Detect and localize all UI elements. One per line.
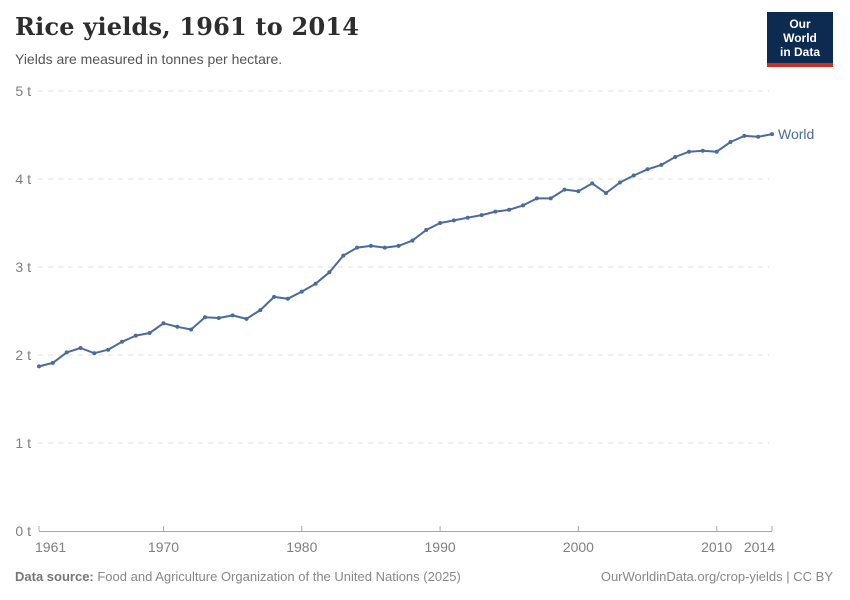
data-point (507, 207, 512, 212)
data-point (120, 339, 124, 344)
data-point (175, 324, 180, 329)
data-point (78, 346, 83, 350)
data-point (465, 215, 470, 220)
data-point (770, 132, 774, 137)
data-point (728, 140, 733, 144)
data-point (700, 148, 705, 153)
owid-logo-line2: in Data (779, 45, 820, 59)
data-point (410, 238, 415, 243)
owid-logo-line1: Our World (783, 17, 817, 45)
data-point (438, 221, 443, 225)
data-point (673, 155, 678, 159)
data-point (631, 173, 636, 178)
data-point (64, 350, 69, 355)
data-point (244, 316, 249, 321)
data-source-line: Data source: Food and Agriculture Organi… (15, 569, 461, 584)
data-point (37, 364, 41, 369)
owid-logo[interactable]: Our World in Data (767, 12, 833, 67)
data-point (272, 294, 277, 299)
y-axis-tick-label: 2 t (15, 347, 31, 363)
data-point (714, 149, 719, 154)
data-point (687, 149, 691, 154)
credit-link[interactable]: OurWorldinData.org/crop-yields | CC BY (600, 569, 833, 584)
data-point (396, 243, 401, 248)
data-line-world (38, 133, 773, 368)
data-point (341, 253, 346, 258)
data-point (133, 333, 138, 338)
data-point (756, 134, 761, 139)
x-axis-tick-label: 2010 (701, 539, 732, 555)
data-point (313, 281, 318, 286)
owid-logo-red-bar (767, 63, 833, 67)
data-point (604, 191, 608, 196)
data-point (203, 315, 207, 320)
owid-logo-box: Our World in Data (767, 12, 833, 63)
data-point (479, 213, 484, 218)
data-point (521, 203, 526, 208)
x-axis-tick-label: 1990 (425, 539, 456, 555)
data-point (299, 289, 304, 294)
y-axis-tick-label: 1 t (15, 435, 31, 451)
data-point (189, 327, 194, 332)
data-point (258, 308, 263, 313)
data-point (659, 162, 664, 167)
page-subtitle: Yields are measured in tonnes per hectar… (15, 51, 283, 67)
data-point (92, 351, 97, 356)
x-axis-tick-label: 1970 (148, 539, 179, 555)
data-point (216, 316, 221, 320)
data-point (742, 133, 747, 138)
y-axis-tick-label: 0 t (15, 523, 31, 539)
x-axis-tick-label: 2000 (563, 539, 594, 555)
data-point (424, 228, 429, 232)
data-point (451, 218, 456, 223)
page-title: Rice yields, 1961 to 2014 (15, 12, 360, 41)
data-point (576, 189, 581, 194)
data-source-text: Food and Agriculture Organization of the… (93, 569, 461, 584)
data-point (368, 243, 373, 248)
x-axis-tick-label: 1961 (35, 539, 66, 555)
data-point (645, 167, 650, 172)
data-point (548, 196, 553, 201)
data-point (106, 347, 111, 352)
x-axis-tick-label: 1980 (286, 539, 317, 555)
x-axis-tick-label: 2014 (744, 539, 775, 555)
data-point (147, 331, 152, 335)
data-point (562, 187, 567, 192)
data-point (534, 196, 539, 201)
y-axis-tick-label: 4 t (15, 171, 31, 187)
y-axis-tick-label: 5 t (15, 83, 31, 99)
data-point (285, 296, 290, 301)
data-source-label: Data source: (15, 569, 94, 584)
data-point (50, 360, 55, 365)
data-point (493, 209, 498, 214)
data-point (230, 313, 235, 318)
data-point (382, 245, 387, 250)
data-point (355, 245, 360, 250)
chart-footer: Data source: Food and Agriculture Organi… (15, 569, 833, 584)
data-point (327, 270, 332, 275)
data-point (617, 180, 622, 185)
data-point (590, 181, 595, 186)
data-point (161, 321, 166, 326)
series-label-world[interactable]: World (778, 126, 815, 142)
y-axis-tick-label: 3 t (15, 259, 31, 275)
